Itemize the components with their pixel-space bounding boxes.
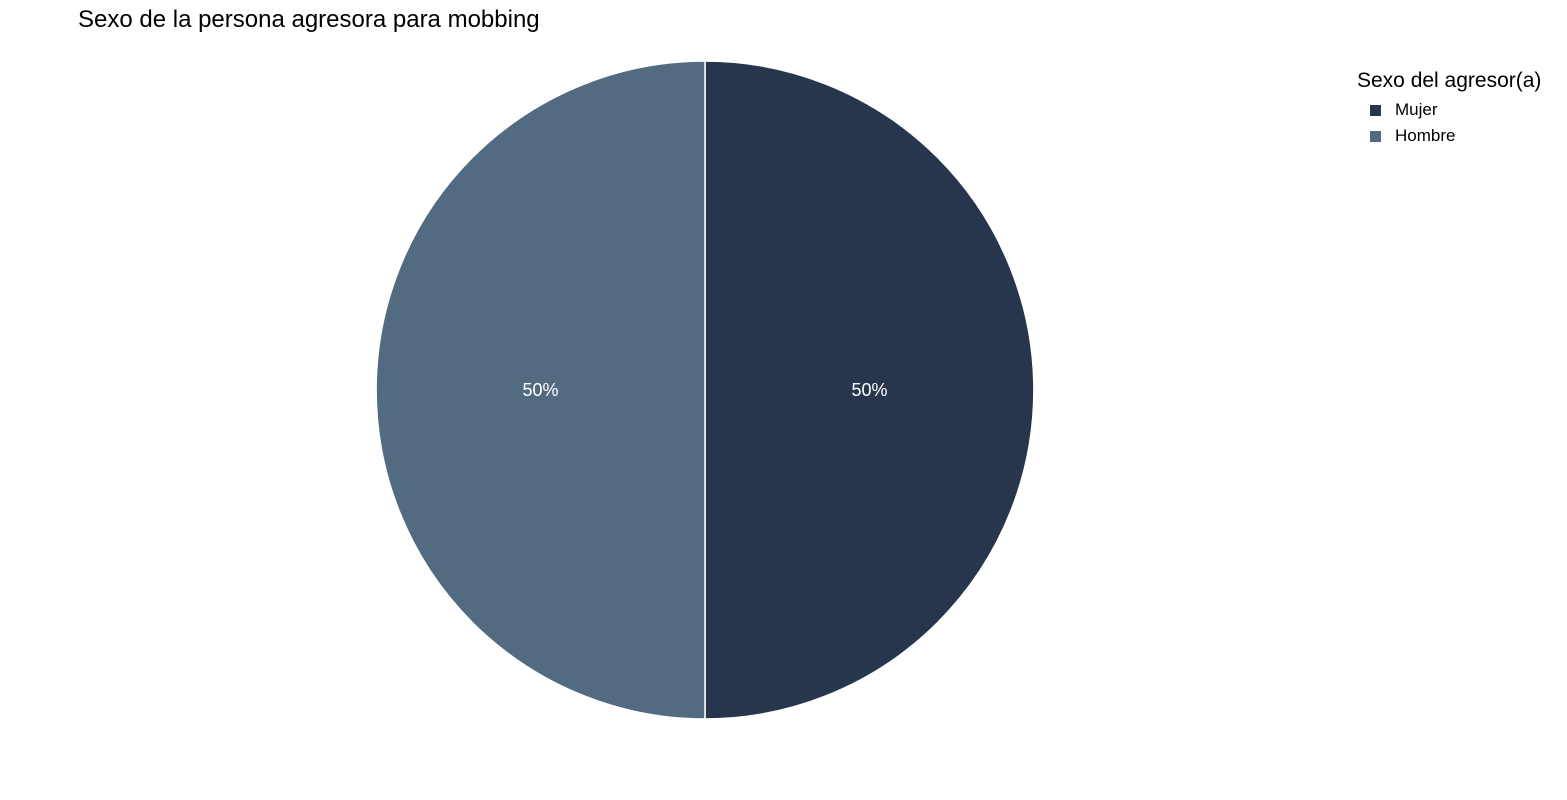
legend-swatch-hombre bbox=[1370, 130, 1381, 142]
pie-slice-mujer bbox=[704, 60, 1035, 720]
legend-label-hombre: Hombre bbox=[1395, 126, 1456, 145]
chart-title: Sexo de la persona agresora para mobbing bbox=[78, 6, 540, 33]
legend-item-mujer: Mujer bbox=[1357, 97, 1541, 123]
pie-slices bbox=[375, 60, 1035, 720]
pie-slice-labels: 50% 50% bbox=[522, 380, 887, 400]
slice-label-mujer: 50% bbox=[851, 380, 887, 400]
legend-label-mujer: Mujer bbox=[1395, 100, 1438, 119]
pie-slice-hombre bbox=[375, 60, 706, 720]
slice-label-hombre: 50% bbox=[522, 380, 558, 400]
legend-item-hombre: Hombre bbox=[1357, 123, 1541, 149]
legend-swatch-mujer bbox=[1370, 104, 1381, 116]
legend: Sexo del agresor(a) Mujer Hombre bbox=[1357, 69, 1541, 149]
legend-title: Sexo del agresor(a) bbox=[1357, 69, 1542, 92]
